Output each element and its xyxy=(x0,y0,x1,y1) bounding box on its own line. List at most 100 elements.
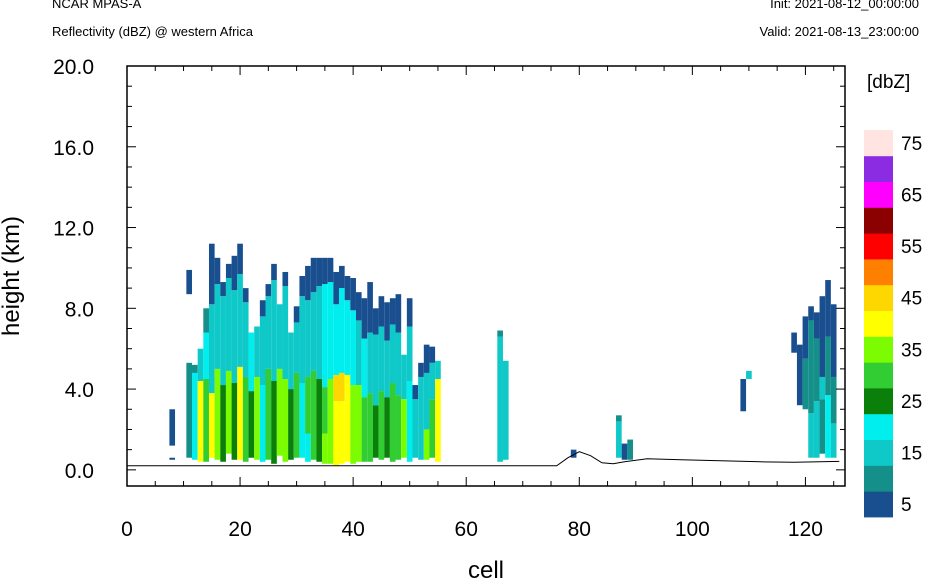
colorbar-swatch xyxy=(864,259,893,286)
x-axis-title: cell xyxy=(468,557,504,580)
y-axis-title: height (km) xyxy=(0,216,25,336)
reflectivity-cell xyxy=(367,332,373,394)
reflectivity-cell xyxy=(220,282,226,297)
x-tick-label: 20 xyxy=(228,518,251,541)
colorbar-swatch xyxy=(864,284,893,311)
colorbar-swatch xyxy=(864,465,893,492)
reflectivity-cell xyxy=(220,385,226,462)
reflectivity-cell xyxy=(412,399,419,458)
reflectivity-cell xyxy=(350,310,356,386)
reflectivity-cell xyxy=(259,300,266,317)
reflectivity-cell xyxy=(802,358,809,410)
reflectivity-cell xyxy=(271,263,277,281)
reflectivity-cell xyxy=(819,376,826,400)
reflectivity-cell xyxy=(372,308,379,335)
reflectivity-cell xyxy=(305,265,311,301)
reflectivity-cell xyxy=(378,326,385,392)
reflectivity-cell xyxy=(395,395,402,460)
x-tick-label: 120 xyxy=(788,518,823,541)
x-tick-label: 0 xyxy=(121,518,133,541)
reflectivity-cell xyxy=(333,304,339,375)
reflectivity-cell xyxy=(361,338,368,398)
y-tick-label: 16.0 xyxy=(53,137,94,160)
colorbar-swatch xyxy=(864,491,893,518)
reflectivity-cell xyxy=(401,354,407,400)
reflectivity-cell xyxy=(327,257,334,283)
reflectivity-cell xyxy=(830,376,837,424)
reflectivity-cell xyxy=(214,257,221,285)
reflectivity-cell xyxy=(627,439,633,460)
colorbar-tick-label: 45 xyxy=(901,289,922,310)
y-axis-ticks: 0.0 4.0 8.0 12.0 16.0 20.0 xyxy=(53,56,845,483)
reflectivity-cell xyxy=(254,326,260,377)
x-tick-label: 40 xyxy=(341,518,364,541)
reflectivity-cell xyxy=(220,296,226,386)
reflectivity-cell xyxy=(339,401,345,464)
reflectivity-cell xyxy=(406,326,413,381)
reflectivity-cell xyxy=(282,378,289,462)
reflectivity-cell xyxy=(225,263,232,279)
reflectivity-cell xyxy=(197,381,204,462)
reflectivity-cells xyxy=(169,243,837,466)
x-tick-label: 100 xyxy=(675,518,710,541)
valid-time: Valid: 2021-08-13_23:00:00 xyxy=(759,24,920,39)
reflectivity-cell xyxy=(237,273,243,367)
reflectivity-cell xyxy=(384,397,390,458)
reflectivity-cell xyxy=(231,383,238,460)
reflectivity-cell xyxy=(237,366,243,460)
reflectivity-cell xyxy=(808,320,814,414)
reflectivity-cell xyxy=(169,409,176,446)
reflectivity-cell xyxy=(299,276,306,297)
reflectivity-cell xyxy=(259,385,266,462)
reflectivity-cell xyxy=(305,376,311,434)
y-tick-label: 4.0 xyxy=(65,379,94,402)
reflectivity-cell xyxy=(248,391,255,458)
reflectivity-cell xyxy=(616,415,622,422)
reflectivity-cell xyxy=(322,257,328,285)
colorbar-swatch xyxy=(864,336,893,363)
reflectivity-cell xyxy=(825,280,831,337)
reflectivity-cell xyxy=(355,385,362,462)
reflectivity-cell xyxy=(231,290,238,384)
colorbar-tick-label: 35 xyxy=(901,340,922,361)
colorbar-swatch xyxy=(864,413,893,440)
reflectivity-cell xyxy=(299,296,306,384)
reflectivity-cell xyxy=(293,372,300,458)
reflectivity-cell xyxy=(339,265,345,289)
colorbar-swatch xyxy=(864,310,893,337)
reflectivity-cell xyxy=(208,304,215,394)
colorbar-tick-label: 15 xyxy=(901,444,922,465)
reflectivity-cell xyxy=(242,288,249,303)
reflectivity-cell xyxy=(316,286,323,379)
colorbar-tick-label: 5 xyxy=(901,495,912,516)
reflectivity-cell xyxy=(395,294,402,333)
reflectivity-cell xyxy=(429,346,436,363)
reflectivity-cell xyxy=(406,298,413,327)
reflectivity-cell xyxy=(288,389,294,460)
init-time: Init: 2021-08-12_00:00:00 xyxy=(770,0,919,11)
reflectivity-cell xyxy=(384,340,390,398)
model-title: NCAR MPAS-A xyxy=(52,0,142,11)
reflectivity-cell xyxy=(423,429,430,460)
reflectivity-cell xyxy=(293,322,300,373)
reflectivity-cell xyxy=(497,330,503,337)
colorbar-swatch xyxy=(864,439,893,466)
reflectivity-cell xyxy=(344,374,351,404)
reflectivity-cell xyxy=(248,332,255,392)
reflectivity-cell xyxy=(429,399,436,458)
reflectivity-cell xyxy=(231,255,238,291)
reflectivity-cell xyxy=(389,324,396,384)
reflectivity-cell xyxy=(830,423,837,458)
colorbar-swatch xyxy=(864,388,893,415)
reflectivity-cell xyxy=(333,401,339,466)
reflectivity-cell xyxy=(203,308,209,333)
reflectivity-cell xyxy=(813,338,820,402)
reflectivity-cell xyxy=(406,381,413,462)
reflectivity-cell xyxy=(378,296,385,327)
reflectivity-cell xyxy=(389,383,396,462)
reflectivity-cell xyxy=(208,243,215,305)
reflectivity-cell xyxy=(339,288,345,373)
colorbar: 5 15 25 35 45 55 65 75 xyxy=(864,130,922,518)
colorbar-swatch xyxy=(864,181,893,208)
reflectivity-cell xyxy=(305,300,311,377)
